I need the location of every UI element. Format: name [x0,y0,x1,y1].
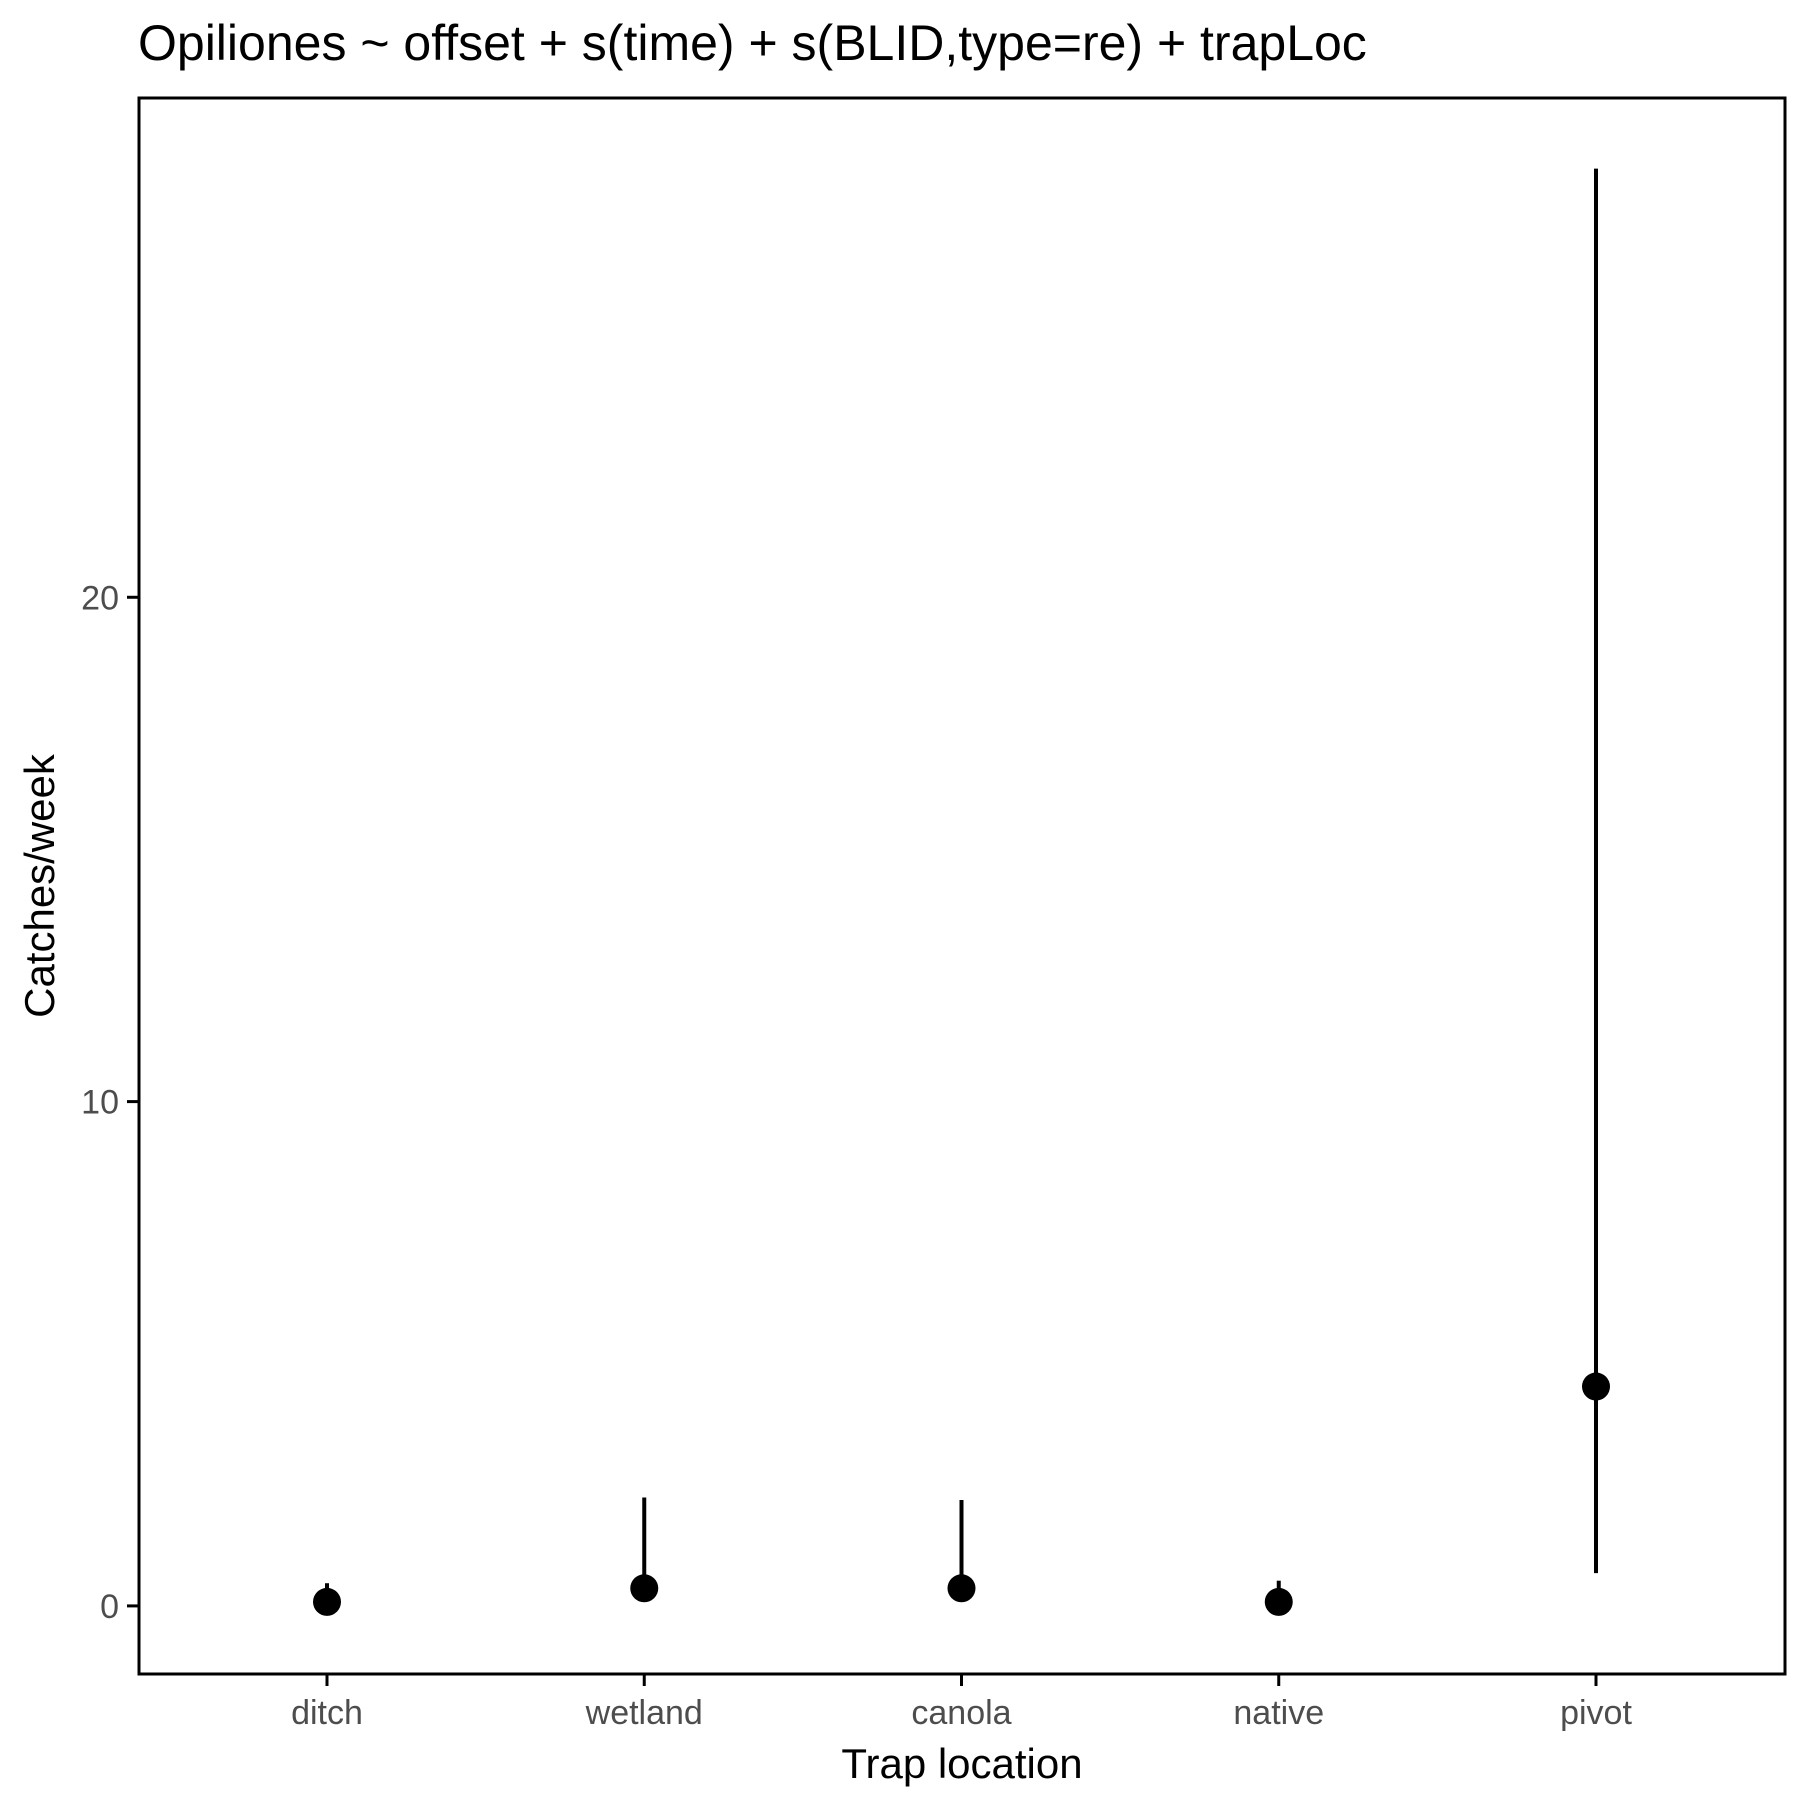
x-tick-label: native [1233,1694,1324,1732]
data-point [313,1587,341,1616]
chart-title: Opiliones ~ offset + s(time) + s(BLID,ty… [138,15,1367,71]
y-tick-label: 10 [81,1084,119,1122]
x-tick-label: ditch [291,1694,363,1732]
data-point [630,1574,659,1603]
x-tick-label: pivot [1560,1694,1632,1732]
data-point [947,1574,976,1603]
x-axis-title: Trap location [841,1740,1082,1787]
y-axis: 0 10 20 [81,579,139,1626]
y-axis-title: Catches/week [16,753,63,1018]
x-axis: ditch wetland canola native pivot [291,1674,1632,1732]
y-tick-label: 20 [81,579,119,617]
y-tick-label: 0 [100,1588,119,1626]
data-point [1264,1587,1293,1616]
plot-frame [137,96,1787,1676]
data-marks [313,168,1610,1616]
x-tick-label: wetland [585,1694,703,1732]
data-point [1582,1372,1610,1401]
x-tick-label: canola [911,1694,1011,1732]
